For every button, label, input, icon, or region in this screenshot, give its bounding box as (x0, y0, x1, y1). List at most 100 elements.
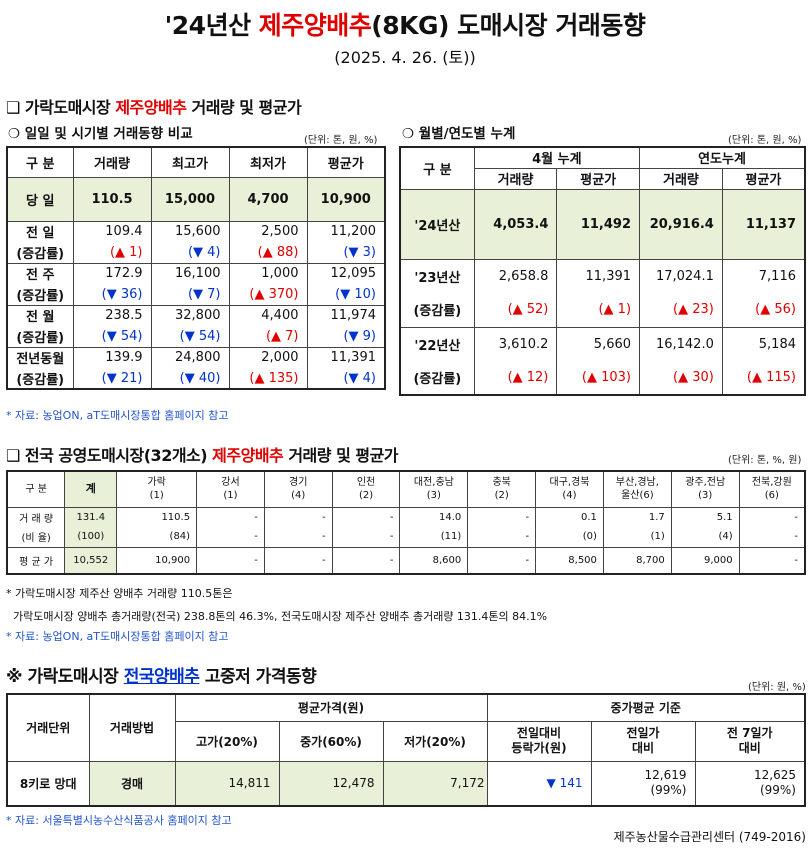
cell-value: 110.5 (116, 506, 198, 527)
header-line: 구 분 (25, 483, 47, 495)
section3-title-prefix: ※ 가락도매시장 (6, 667, 124, 687)
section2-title: ❑ 전국 공영도매시장(32개소) 제주양배추 거래량 및 평균가 (6, 442, 399, 466)
cell-value: 5,660 (556, 326, 641, 361)
section2-source: * 자료: 농업ON, aT도매시장통합 홈페이지 참고 (6, 630, 229, 643)
change-row: (증감률) (▲ 1) (▼ 4) (▲ 88) (▼ 3) (6, 242, 386, 264)
comparison-row: 전년동월 139.9 24,800 2,000 11,391 (6, 346, 386, 368)
change-value: (▼ 10) (306, 284, 386, 306)
cell-value: 20,916.4 (639, 188, 723, 260)
row-label: '22년산 (399, 326, 475, 361)
cell-value: 16,100 (150, 262, 230, 284)
cell-value: - (738, 546, 806, 575)
header-cell: 가락 (1) (116, 470, 198, 508)
header-cell: 4월 누계 (473, 146, 641, 169)
header-cell: 최저가 (228, 146, 308, 178)
change-value: (▼ 36) (72, 284, 152, 306)
title-suffix: (8KG) 도매시장 거래동향 (371, 11, 646, 40)
change-value: (▲ 88) (228, 242, 308, 264)
section1-left-unit: (단위: 톤, 원, %) (304, 135, 378, 146)
change-value: (▲ 7) (228, 326, 308, 348)
header-line: 충북 (492, 476, 511, 488)
change-value: (▲ 23) (639, 293, 723, 328)
cell-value: 32,800 (150, 304, 230, 326)
header-line: 울산(6) (621, 490, 654, 502)
header-line: (1) (223, 490, 238, 502)
cell-value: 15,600 (150, 220, 230, 242)
unit-cell: 8키로 망대 (6, 760, 90, 807)
cell-value: 11,391 (306, 346, 386, 368)
cumulative-table: 구 분 4월 누계 연도누계 거래량 평균가 거래량 평균가 '24년산 4,0… (399, 146, 806, 396)
cell-value: - (263, 546, 333, 575)
mid-price: 12,478 (278, 760, 384, 807)
header-cell: 평균가격(원) (174, 693, 488, 722)
cell-value: - (196, 506, 265, 527)
change-value: (▼ 54) (150, 326, 230, 348)
header-line: (3) (426, 490, 441, 502)
header-line: 전일대비 (516, 726, 562, 740)
change-value: (▼ 4) (150, 242, 230, 264)
cell-value: - (467, 546, 537, 575)
ratio-row: (비 율) (100) (84) - - - (11) - (0) (1) (4) - (6, 527, 806, 548)
header-line: 전일가 (626, 726, 660, 740)
header-line: 부산,경남, (615, 476, 659, 488)
header-cell: 경기 (4) (263, 470, 333, 508)
header-line: (4) (291, 490, 306, 502)
cell-value: 2,000 (228, 346, 308, 368)
header-cell: 강서 (1) (196, 470, 265, 508)
cell-value: 11,492 (556, 188, 641, 260)
section1-right-unit: (단위: 톤, 원, %) (728, 135, 802, 146)
section3-unit: (단위: 원, %) (748, 682, 806, 693)
cell-value: 17,024.1 (639, 258, 723, 293)
cell-value: 238.5 (72, 304, 152, 326)
row-sublabel: (증감률) (6, 242, 74, 264)
cell-value: 10,552 (64, 546, 118, 575)
comparison-row: 전 월 238.5 32,800 4,400 11,974 (6, 304, 386, 326)
today-row: 당 일 110.5 15,000 4,700 10,900 (6, 176, 386, 222)
cell-value: 9,000 (670, 546, 740, 575)
change-row: (증감률) (▲ 52) (▲ 1) (▲ 23) (▲ 56) (399, 293, 806, 328)
header-cell: 최고가 (150, 146, 230, 178)
header-cell: 평균가 (556, 167, 641, 190)
section1-title-suffix: 거래량 및 평균가 (186, 98, 302, 117)
header-cell: 거래방법 (88, 693, 176, 762)
header-line: 광주,전남 (685, 476, 726, 488)
prev-price-cell: 12,619 (99%) (590, 760, 696, 807)
cell-value: 16,142.0 (639, 326, 723, 361)
cell-value: 131.4 (64, 506, 118, 527)
section2-title-highlight: 제주양배추 (212, 446, 284, 465)
change-value: (▼ 40) (150, 368, 230, 390)
header-line: 인천 (356, 476, 376, 488)
change-value: (▼ 21) (72, 368, 152, 390)
price-row: 평 균 가 10,552 10,900- - -8,600-8,500 8,700 9,00… (6, 546, 806, 575)
high-price: 14,811 (174, 760, 280, 807)
header-line: 전 7일가 (726, 726, 773, 740)
change-value: (▲ 1) (72, 242, 152, 264)
daily-comparison-table: 구 분 거래량 최고가 최저가 평균가 당 일 110.5 15,000 4,7… (6, 146, 386, 390)
cell-value: - (263, 506, 333, 527)
header-line: 계 (85, 481, 96, 495)
cell-value: - (738, 506, 806, 527)
cell-value: 2,658.8 (473, 258, 558, 293)
cell-value: 11,137 (721, 188, 806, 260)
cell-value: - (331, 506, 401, 527)
cell-value: 8,700 (602, 546, 672, 575)
header-cell: 중가(60%) (278, 720, 384, 762)
cell-value: 7,116 (721, 258, 806, 293)
cell-value: 8,600 (399, 546, 469, 575)
cell-value: (11) (399, 527, 469, 548)
header-cell: 전일가 대비 (590, 720, 696, 762)
cell-value: 11,974 (306, 304, 386, 326)
year-row: '22년산 3,610.2 5,660 16,142.0 5,184 (399, 326, 806, 361)
cell-value: - (331, 546, 401, 575)
header-cell: 연도누계 (639, 146, 806, 169)
header-line: 대비 (631, 741, 655, 755)
row-label: '23년산 (399, 258, 475, 293)
cell-value: - (196, 546, 265, 575)
cell-value: - (331, 527, 401, 548)
week-price-cell: 12,625 (99%) (694, 760, 806, 807)
header-cell: 전 7일가 대비 (694, 720, 806, 762)
change-value: (▼ 9) (306, 326, 386, 348)
change-value: (▼ 3) (306, 242, 386, 264)
section2-unit: (단위: 톤, %, 원) (728, 455, 802, 466)
row-label: 전 주 (6, 262, 74, 284)
